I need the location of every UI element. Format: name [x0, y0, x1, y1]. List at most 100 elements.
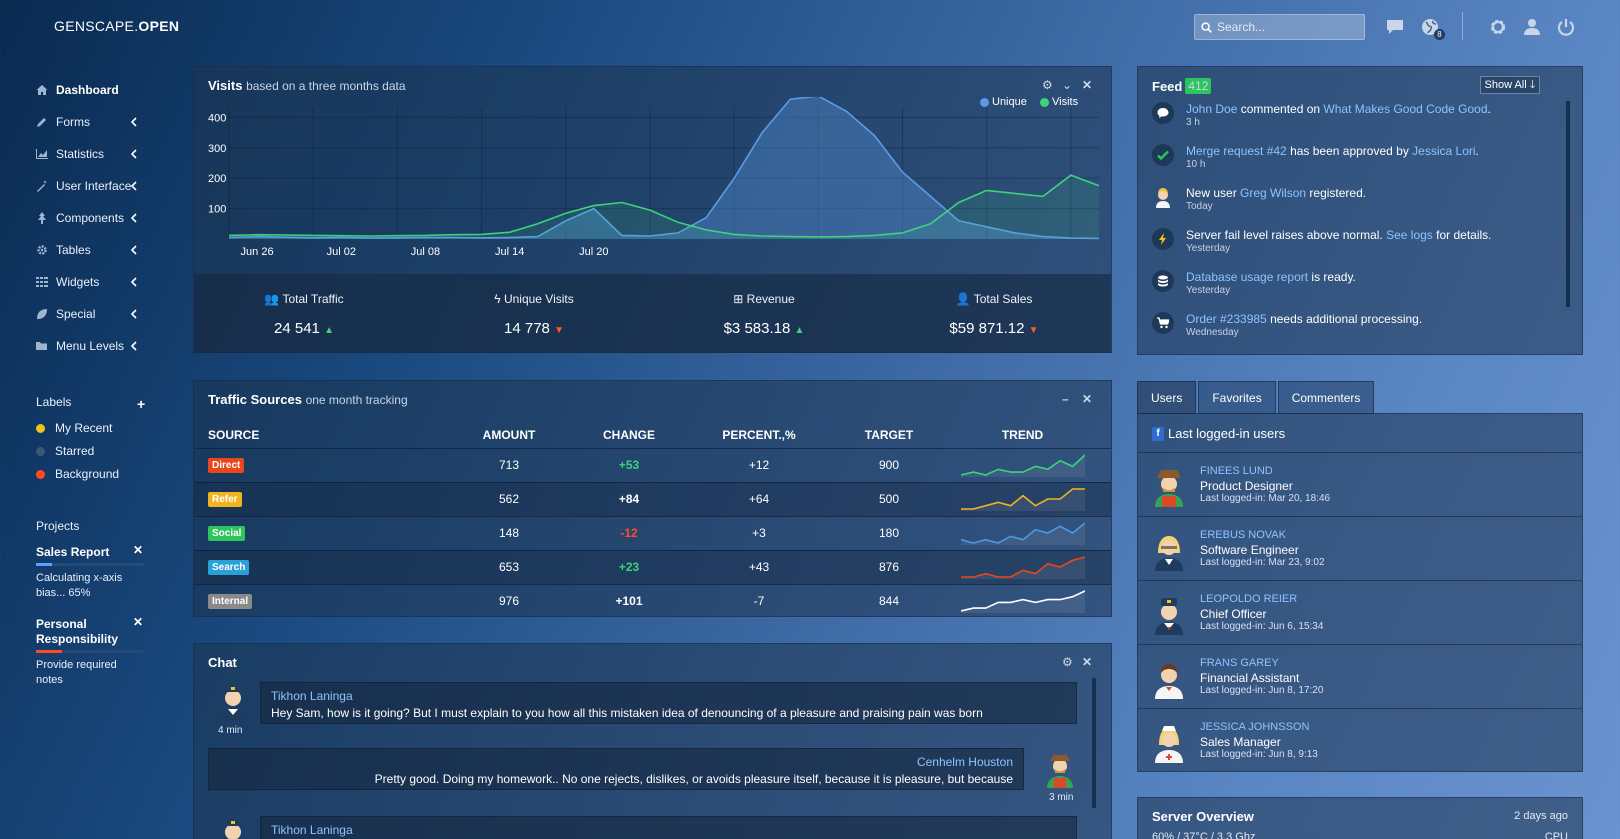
feed-text: commented on	[1237, 102, 1324, 116]
add-label-button[interactable]: +	[137, 396, 146, 412]
user-icon[interactable]	[1522, 17, 1542, 37]
message-author[interactable]: Tikhon Laninga	[271, 689, 353, 703]
feed-link[interactable]: John Doe	[1186, 102, 1238, 116]
stat-label: Revenue	[746, 292, 795, 306]
minimize-icon[interactable]: –	[1062, 392, 1069, 406]
amount-cell: 653	[434, 549, 584, 584]
table-row[interactable]: Internal 976 +101 -7 844	[194, 583, 1111, 618]
legend-unique[interactable]: Unique	[980, 96, 1027, 108]
power-icon[interactable]	[1556, 17, 1576, 37]
search-box[interactable]	[1194, 14, 1365, 40]
chevron-down-icon[interactable]: ⌄	[1062, 78, 1073, 92]
visits-title: Visits based on a three months data	[208, 78, 406, 93]
feed-time: 10 h	[1186, 159, 1206, 170]
user-row[interactable]: FINEES LUND Product Designer Last logged-i…	[1138, 452, 1582, 516]
settings-icon[interactable]: ⚙	[1042, 78, 1053, 92]
user-row[interactable]: EREBUS NOVAK Software Engineer Last logged…	[1138, 516, 1582, 580]
chevron-left-icon	[130, 277, 137, 287]
tab-users[interactable]: Users	[1137, 381, 1197, 414]
user-row[interactable]: JESSICA JOHNSSON Sales Manager Last logged…	[1138, 708, 1582, 772]
user-name[interactable]: FRANS GAREY	[1200, 657, 1279, 669]
table-row[interactable]: Social 148 -12 +3 180	[194, 515, 1111, 550]
user-name[interactable]: EREBUS NOVAK	[1200, 529, 1286, 541]
chevron-left-icon	[130, 181, 137, 191]
traffic-title: Traffic Sources one month tracking	[208, 392, 408, 407]
search-input[interactable]	[1217, 20, 1357, 34]
table-row[interactable]: Direct 713 +53 +12 900	[194, 447, 1111, 482]
feed-link[interactable]: See logs	[1386, 228, 1433, 242]
message-author[interactable]: Tikhon Laninga	[271, 823, 353, 837]
message-author[interactable]: Cenhelm Houston	[916, 755, 1013, 769]
users-icon: 👥	[264, 292, 280, 306]
feed-time: Today	[1186, 201, 1213, 212]
legend-visits[interactable]: Visits	[1040, 96, 1078, 108]
sidebar-item-menu-levels[interactable]: Menu Levels	[36, 336, 146, 356]
sidebar-item-statistics[interactable]: Statistics	[36, 144, 146, 164]
series-line-unique[interactable]	[228, 97, 1100, 240]
sidebar-item-user-interface[interactable]: User Interface	[36, 176, 146, 196]
feed-title: Feed 412	[1152, 78, 1212, 94]
feed-link[interactable]: Database usage report	[1186, 270, 1309, 284]
label-item[interactable]: My Recent	[36, 421, 112, 435]
user-name[interactable]: LEOPOLDO REIER	[1200, 593, 1298, 605]
change-value: +84	[618, 492, 640, 506]
user-last-login: Last logged-in: Mar 23, 9:02	[1200, 557, 1325, 568]
close-icon[interactable]: ✕	[1082, 78, 1093, 92]
label-item[interactable]: Starred	[36, 444, 94, 458]
messages-icon[interactable]	[1385, 17, 1405, 37]
feed-link[interactable]: Jessica Lori	[1412, 144, 1476, 158]
sidebar-item-dashboard[interactable]: Dashboard	[36, 80, 146, 100]
show-all-button[interactable]: Show All 🡓	[1480, 76, 1540, 94]
chat-message: Tikhon Laninga Hey Sam, how is it going? …	[260, 682, 1077, 724]
table-row[interactable]: Search 653 +23 +43 876	[194, 549, 1111, 584]
cart-icon	[1152, 312, 1174, 334]
tab-favorites[interactable]: Favorites	[1198, 381, 1276, 414]
column-header: AMOUNT	[482, 427, 536, 442]
sidebar-item-special[interactable]: Special	[36, 304, 146, 324]
feed-scrollbar[interactable]	[1566, 101, 1570, 307]
table-row[interactable]: Refer 562 +84 +64 500	[194, 481, 1111, 516]
project-item[interactable]: Personal Responsibility ✕ Provide requir…	[36, 615, 146, 688]
sidebar-item-label: Statistics	[56, 147, 105, 161]
label-item[interactable]: Background	[36, 467, 119, 481]
project-desc: Provide required notes	[36, 659, 117, 686]
close-icon[interactable]: ✕	[132, 615, 143, 629]
legend-label: Visits	[1052, 96, 1079, 108]
project-item[interactable]: Sales Report ✕ Calculating x-axis bias..…	[36, 543, 146, 601]
chat-avatar	[219, 685, 247, 720]
stat-value: 24 541	[274, 320, 320, 337]
settings-icon[interactable]: ⚙	[1062, 655, 1073, 669]
close-icon[interactable]: ✕	[132, 543, 143, 557]
change-value: -12	[620, 526, 638, 540]
percent-cell: +3	[674, 515, 844, 550]
feed-text: has been approved by	[1286, 144, 1413, 158]
user-name[interactable]: JESSICA JOHNSSON	[1200, 721, 1310, 733]
chat-scrollbar[interactable]	[1092, 678, 1096, 808]
close-icon[interactable]: ✕	[1082, 655, 1093, 669]
app-logo[interactable]: GENSCAPE.OPEN	[54, 18, 180, 34]
feed-link[interactable]: Order #233985	[1186, 312, 1267, 326]
sidebar-item-forms[interactable]: Forms	[36, 112, 146, 132]
gear-icon[interactable]	[1488, 17, 1508, 37]
source-cell: Social	[194, 515, 434, 550]
user-row[interactable]: LEOPOLDO REIER Chief Officer Last logged-i…	[1138, 580, 1582, 644]
bolt-icon	[1152, 228, 1174, 250]
sparkline-line	[960, 555, 1085, 578]
user-row[interactable]: FRANS GAREY Financial Assistant Last logge…	[1138, 644, 1582, 708]
stats-bar: 👥 Total Traffic 24 541 ▲ ϟ Unique Visits…	[194, 274, 1111, 353]
sidebar-item-tables[interactable]: Tables	[36, 240, 146, 260]
sidebar-item-components[interactable]: Components	[36, 208, 146, 228]
sparkline-area	[960, 488, 1085, 511]
feed-link[interactable]: Merge request #42	[1186, 144, 1287, 158]
close-icon[interactable]: ✕	[1082, 392, 1093, 406]
source-cell: Search	[194, 549, 434, 584]
series-line-visits[interactable]	[228, 174, 1100, 238]
area-chart-icon	[36, 149, 48, 159]
source-tag: Internal	[208, 594, 253, 610]
feed-link[interactable]: Greg Wilson	[1240, 186, 1307, 200]
sidebar-item-widgets[interactable]: Widgets	[36, 272, 146, 292]
stat-unique-visits: ϟ Unique Visits 14 778 ▼	[434, 292, 634, 337]
tab-commenters[interactable]: Commenters	[1277, 381, 1375, 414]
feed-link[interactable]: What Makes Good Code Good	[1323, 102, 1488, 116]
user-name[interactable]: FINEES LUND	[1200, 465, 1273, 477]
